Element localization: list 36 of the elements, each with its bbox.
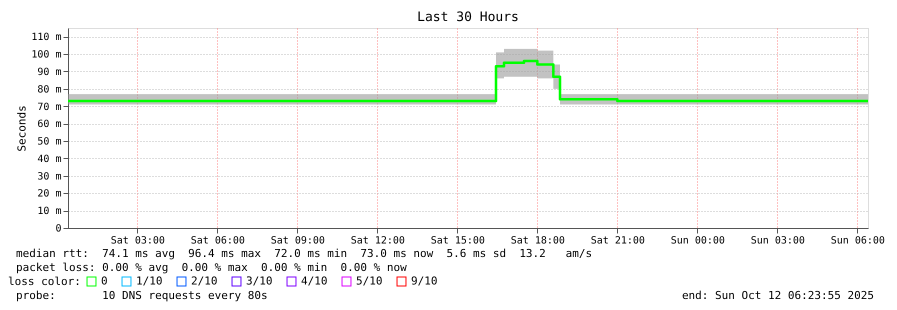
- text: median rtt: 74.1 ms avg 96.4 ms max 72.0 ms min 73.0 ms now 5.6 ms sd 13.2 am/s: [16, 247, 592, 260]
- x-tick-label: Sat 06:00: [190, 236, 245, 246]
- y-tick-label: 40 m: [37, 154, 62, 165]
- y-tick-label: 70 m: [37, 102, 62, 113]
- text: end: Sun Oct 12 06:23:55 2025: [682, 289, 874, 302]
- y-tick-label: 50 m: [37, 136, 62, 148]
- x-tick-label: Sat 09:00: [270, 236, 325, 246]
- y-axis-title: Seconds: [15, 105, 28, 152]
- y-tick-label: 90 m: [37, 66, 62, 78]
- y-tick-label: 60 m: [37, 119, 62, 130]
- legend-label: 1/10: [136, 274, 162, 288]
- legend-label: 3/10: [246, 274, 272, 288]
- legend-label: 0: [101, 274, 108, 288]
- x-tick-label: Sat 03:00: [110, 236, 165, 246]
- x-tick-label: Sat 15:00: [430, 236, 485, 246]
- legend-label: 5/10: [356, 274, 382, 288]
- y-tick-label: 10 m: [37, 206, 62, 218]
- x-tick-label: Sat 21:00: [590, 236, 645, 246]
- y-tick-label: 110 m: [31, 32, 62, 44]
- y-tick-label: 20 m: [37, 188, 62, 200]
- legend-label: 2/10: [191, 274, 218, 288]
- legend-label: 4/10: [301, 274, 328, 288]
- chart-title: Last 30 Hours: [417, 10, 519, 25]
- text: probe: 10 DNS requests every 80s: [16, 289, 268, 302]
- x-tick-label: Sun 03:00: [750, 236, 805, 246]
- y-tick-label: 30 m: [37, 171, 62, 182]
- x-tick-label: Sun 06:00: [830, 236, 885, 246]
- legend-title: loss color:: [8, 275, 81, 288]
- y-tick-label: 100 m: [31, 50, 62, 61]
- x-tick-label: Sat 12:00: [350, 236, 405, 246]
- x-tick-label: Sun 00:00: [670, 236, 725, 246]
- text: packet loss: 0.00 % avg 0.00 % max 0.00 % min 0.00 % now: [16, 261, 408, 274]
- y-tick-label: 0: [55, 224, 62, 234]
- legend-label: 9/10: [411, 274, 438, 288]
- y-tick-label: 80 m: [37, 84, 62, 96]
- x-tick-label: Sat 18:00: [510, 236, 565, 246]
